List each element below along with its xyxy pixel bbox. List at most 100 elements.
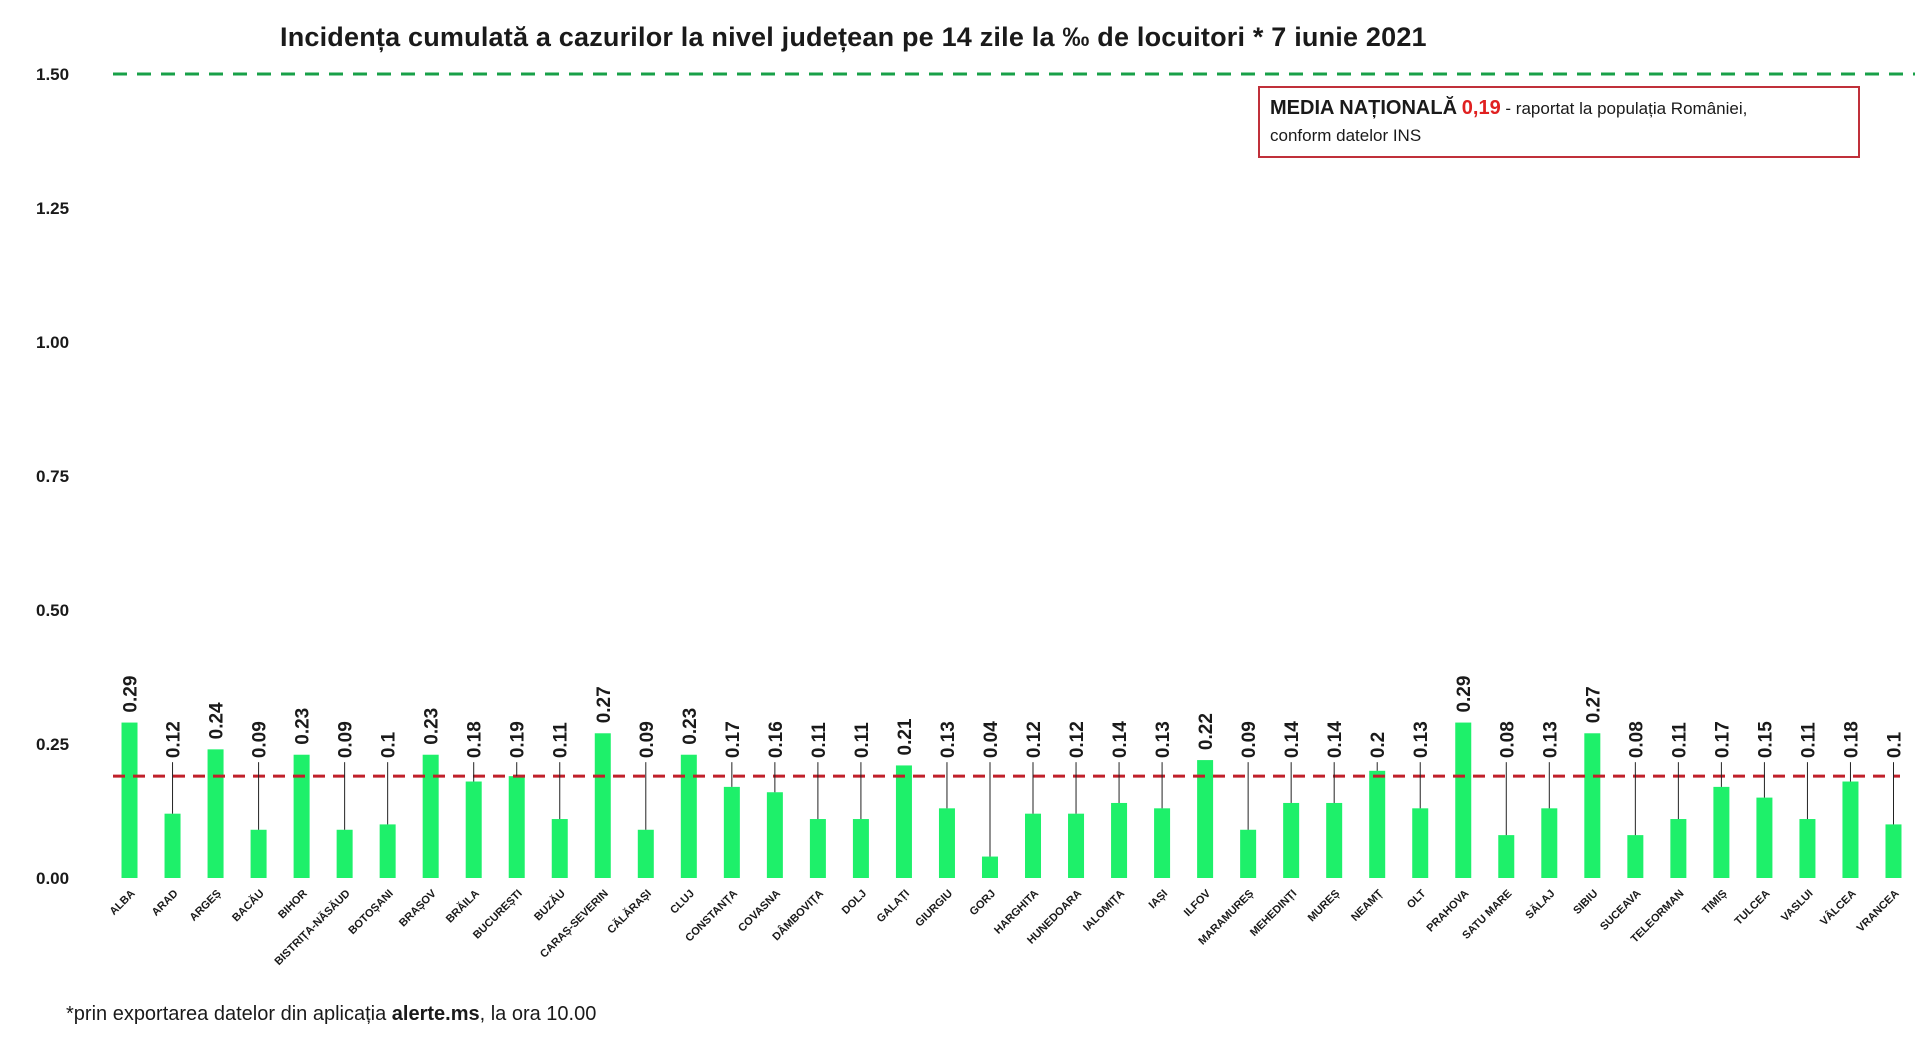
value-label: 0.11 [852, 722, 873, 758]
x-tick-label: BACĂU [229, 887, 266, 924]
bar [121, 722, 138, 878]
x-tick-label: BRAȘOV [397, 887, 439, 929]
bar [1283, 802, 1300, 878]
value-label: 0.09 [1239, 721, 1260, 758]
bar [766, 792, 783, 878]
bar [680, 754, 697, 878]
x-tick-label: IALOMIȚA [1081, 888, 1127, 934]
value-label: 0.11 [1798, 722, 1819, 758]
bars-group [121, 722, 1902, 878]
x-tick-label: SĂLAJ [1523, 887, 1558, 922]
value-label: 0.09 [637, 721, 658, 758]
x-tick-label: BUZĂU [531, 887, 567, 923]
x-tick-label: ARGEȘ [188, 888, 224, 924]
x-tick-label: COVASNA [736, 888, 783, 935]
bar [1197, 760, 1214, 878]
y-tick-label: 1.00 [36, 333, 69, 352]
bar [1240, 829, 1257, 878]
value-label: 0.22 [1196, 713, 1217, 750]
x-tick-label: CLUJ [668, 888, 697, 917]
bar [1154, 808, 1171, 878]
x-tick-label: GIURGIU [913, 888, 955, 930]
footnote-app-name: alerte.ms [391, 1003, 480, 1025]
bar [1842, 781, 1859, 878]
bar [1455, 722, 1472, 878]
legend-text-line2: conform datelor INS [1270, 126, 1422, 145]
value-label: 0.13 [1153, 721, 1174, 758]
value-label: 0.18 [1841, 721, 1862, 758]
bar [207, 749, 224, 878]
y-tick-label: 0.75 [36, 467, 69, 486]
chart-title: Incidența cumulată a cazurilor la nivel … [280, 22, 1427, 52]
y-tick-label: 0.50 [36, 601, 69, 620]
bar [250, 829, 267, 878]
value-label: 0.19 [508, 721, 529, 758]
x-tick-label: VRANCEA [1855, 888, 1902, 935]
value-label: 0.27 [594, 686, 615, 723]
bar [1799, 819, 1816, 878]
bar [1756, 797, 1773, 878]
footnote-suffix: , la ora 10.00 [479, 1003, 597, 1025]
bar [465, 781, 482, 878]
value-label: 0.14 [1325, 721, 1346, 758]
x-tick-label: BOTOȘANI [346, 888, 395, 937]
value-label: 0.23 [293, 708, 314, 745]
x-tick-label: TIMIȘ [1700, 888, 1729, 917]
bar [852, 819, 869, 878]
x-tick-label: NEAMȚ [1349, 887, 1385, 923]
x-tick-label: MEHEDINȚI [1248, 888, 1299, 939]
value-label: 0.12 [164, 721, 185, 758]
y-tick-label: 0.25 [36, 735, 69, 754]
value-label: 0.29 [121, 676, 142, 713]
value-label: 0.12 [1067, 721, 1088, 758]
value-label: 0.17 [723, 721, 744, 758]
value-label: 0.21 [895, 718, 916, 755]
value-label: 0.1 [379, 731, 400, 758]
value-label: 0.29 [1454, 676, 1475, 713]
x-tick-label: BIHOR [276, 888, 310, 922]
x-tick-label: IAȘI [1147, 888, 1171, 912]
y-tick-label: 1.25 [36, 199, 69, 218]
y-tick-label: 0.00 [36, 869, 69, 888]
bar [1541, 808, 1558, 878]
bar [938, 808, 955, 878]
bar [809, 819, 826, 878]
value-label: 0.23 [422, 708, 443, 745]
x-tick-label: VÂLCEA [1817, 887, 1858, 928]
legend-text-line1: - raportat la populația României, [1500, 99, 1748, 118]
footnote: *prin exportarea datelor din aplicația a… [66, 1003, 596, 1026]
bar [1713, 786, 1730, 878]
bar [895, 765, 912, 878]
bar [1584, 733, 1601, 878]
bar [551, 819, 568, 878]
value-label: 0.13 [1540, 721, 1561, 758]
x-tick-label: ARAD [150, 888, 181, 919]
x-tick-label: ILFOV [1182, 887, 1214, 919]
value-label: 0.14 [1110, 721, 1131, 758]
value-labels-group: 0.29 0.12 0.24 0.09 0.23 0.09 0.1 0.23 0.18 0.19 0… [121, 676, 1906, 759]
y-tick-label: 1.50 [36, 65, 69, 84]
value-label: 0.13 [1411, 721, 1432, 758]
x-tick-label: GORJ [968, 888, 999, 919]
value-label: 0.24 [207, 702, 228, 739]
bar-chart-plot: 0.000.250.500.751.001.251.50 0.290.120.2… [36, 65, 1915, 968]
value-label: 0.12 [1024, 721, 1045, 758]
value-label: 0.04 [981, 721, 1002, 758]
value-label: 0.14 [1282, 721, 1303, 758]
value-label: 0.13 [938, 721, 959, 758]
bar [164, 813, 181, 878]
value-label: 0.09 [250, 721, 271, 758]
legend-label: MEDIA NAȚIONALĂ [1270, 97, 1458, 119]
x-tick-label: OLT [1405, 887, 1429, 911]
y-axis: 0.00 0.25 0.50 0.75 1.00 1.25 1.50 [36, 65, 69, 888]
bar [336, 829, 353, 878]
value-label: 0.11 [551, 722, 572, 758]
bar [1885, 824, 1902, 878]
bar [379, 824, 396, 878]
value-label: 0.15 [1755, 721, 1776, 758]
x-tick-label: SUCEAVA [1598, 888, 1643, 933]
x-tick-label: GALAȚI [875, 888, 912, 925]
value-label: 0.16 [766, 721, 787, 758]
bar [1627, 835, 1644, 878]
